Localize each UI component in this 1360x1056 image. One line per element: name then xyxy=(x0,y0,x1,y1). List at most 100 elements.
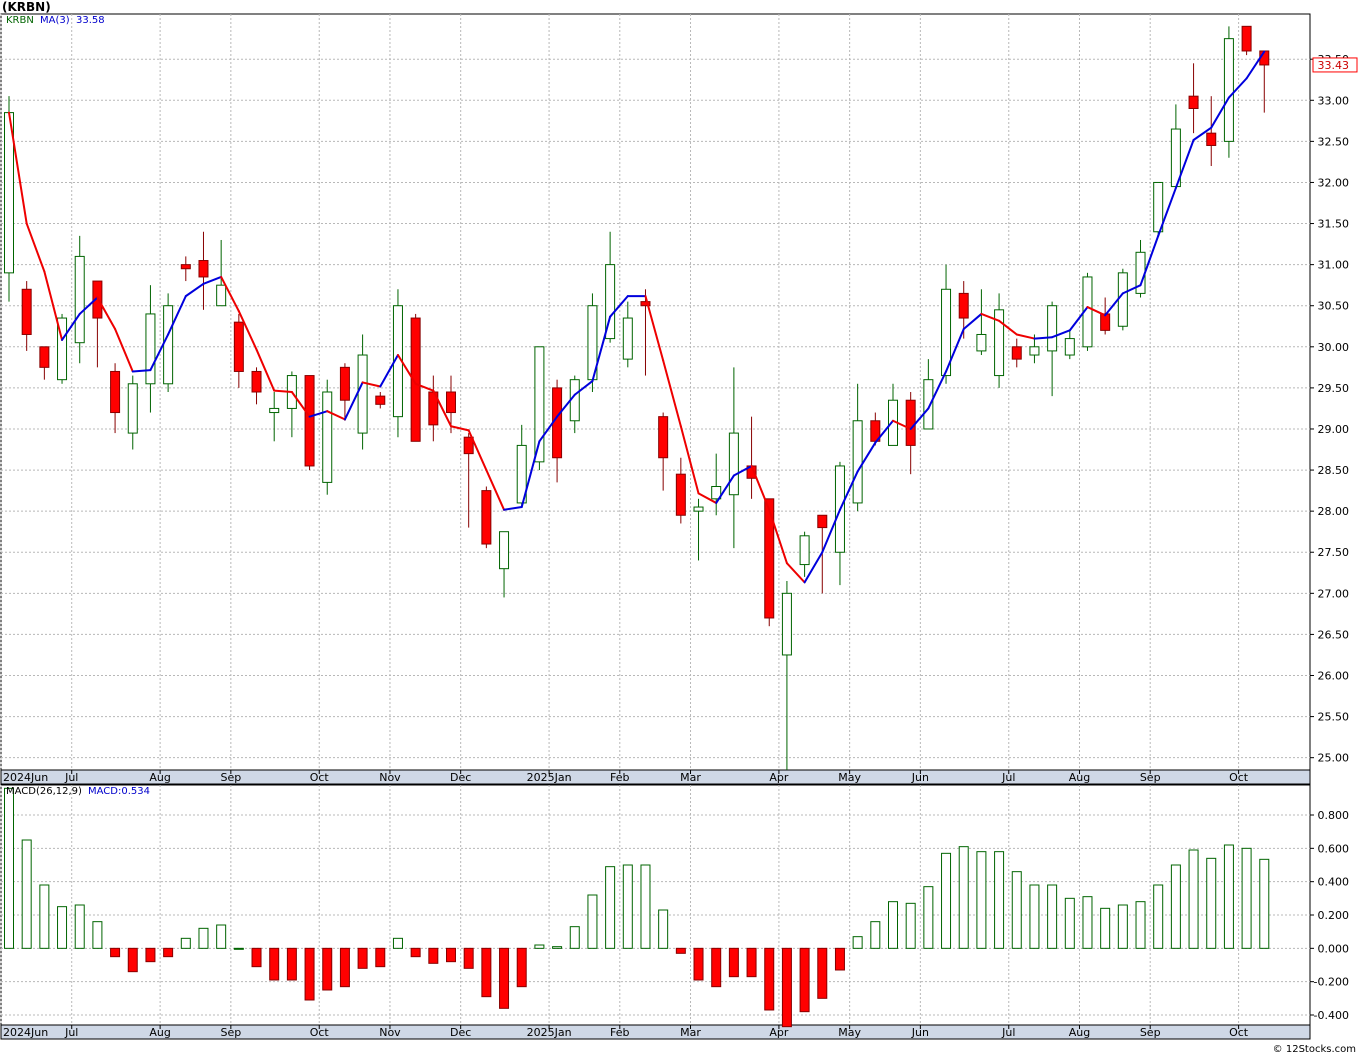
price-y-tick-label: 26.50 xyxy=(1318,628,1350,641)
ma-segment xyxy=(1157,186,1177,237)
macd-x-tick-label: Nov xyxy=(379,1026,401,1039)
candle-body xyxy=(711,486,722,500)
symbol-legend: KRBN xyxy=(6,15,34,26)
candle-body xyxy=(1117,272,1128,327)
macd-bar xyxy=(1153,884,1164,949)
macd-panel xyxy=(0,784,1311,1026)
ma-segment xyxy=(114,328,134,373)
macd-x-tick-label: Dec xyxy=(450,1026,471,1039)
price-panel xyxy=(0,13,1311,771)
ma-segment xyxy=(450,425,470,432)
candle-body xyxy=(92,280,103,319)
candle-body xyxy=(1047,305,1058,352)
ma-segment xyxy=(1033,336,1054,340)
macd-bar xyxy=(923,886,934,949)
candle-body xyxy=(534,346,545,463)
macd-bar xyxy=(410,947,421,958)
macd-bar xyxy=(605,866,616,949)
ma-segment xyxy=(1227,77,1248,99)
ma-legend: MA(3) 33.58 xyxy=(40,15,105,26)
candle-body xyxy=(728,432,739,496)
candle-body xyxy=(905,399,916,446)
ma-segment xyxy=(184,282,205,298)
price-x-tick-label: Jul xyxy=(1001,771,1015,784)
macd-bar xyxy=(658,909,669,949)
ma-segment xyxy=(503,506,523,511)
price-x-tick-label: Aug xyxy=(149,771,170,784)
ma-segment xyxy=(874,419,894,444)
candle-body xyxy=(216,284,227,307)
candle-body xyxy=(781,592,792,656)
macd-bar xyxy=(1206,857,1217,949)
macd-bar xyxy=(1029,884,1040,949)
macd-bar xyxy=(587,894,598,949)
watermark: © 12Stocks.com xyxy=(1272,1044,1356,1055)
ma-segment xyxy=(662,359,682,428)
ma-segment xyxy=(856,441,877,473)
macd-x-tick-label: May xyxy=(838,1026,861,1039)
macd-bar xyxy=(216,924,227,949)
macd-bar xyxy=(1223,844,1234,949)
candle-body xyxy=(1011,346,1022,360)
candle-body xyxy=(1206,132,1217,146)
candle-body xyxy=(958,292,969,319)
ma-segment xyxy=(591,315,612,383)
candle-body xyxy=(622,317,633,360)
candle-body xyxy=(463,436,474,455)
macd-legend-value: MACD:0.534 xyxy=(88,786,150,797)
ma-segment xyxy=(768,508,788,565)
price-x-tick-label: Mar xyxy=(680,771,701,784)
last-price-marker xyxy=(1312,57,1358,73)
price-x-tick-label: Oct xyxy=(310,771,330,784)
candle-body xyxy=(640,301,651,307)
ma-segment xyxy=(1015,333,1036,340)
price-y-tick-label: 31.00 xyxy=(1318,259,1350,272)
ma-segment xyxy=(8,111,28,225)
macd-bar xyxy=(781,947,792,1028)
price-y-tick-label: 25.00 xyxy=(1318,752,1350,765)
candle-body xyxy=(1241,25,1252,52)
price-x-tick-label: Sep xyxy=(220,771,241,784)
candle-body xyxy=(163,305,174,385)
macd-bar xyxy=(481,947,492,998)
candle-body xyxy=(658,416,669,459)
price-y-tick-label: 32.00 xyxy=(1318,176,1350,189)
macd-bar xyxy=(941,852,952,949)
candle-body xyxy=(941,288,952,377)
ma-segment xyxy=(892,419,912,430)
ma-segment xyxy=(609,295,629,318)
candle-body xyxy=(1029,346,1040,356)
ma-segment xyxy=(432,389,452,428)
candle-body xyxy=(357,354,368,434)
macd-x-tick-label: Jul xyxy=(64,1026,78,1039)
price-y-tick-label: 25.50 xyxy=(1318,711,1350,724)
macd-bar xyxy=(1100,907,1111,949)
macd-x-tick-label: Aug xyxy=(1069,1026,1090,1039)
ma-segment xyxy=(467,429,488,472)
ma-segment xyxy=(485,469,506,511)
ma-segment xyxy=(679,425,700,495)
ma-segment xyxy=(1139,234,1160,287)
macd-bar xyxy=(516,947,527,988)
ma-segment xyxy=(1104,292,1124,317)
macd-x-tick-label: Jun xyxy=(911,1026,929,1039)
macd-bar xyxy=(799,947,810,1013)
macd-bar xyxy=(339,947,350,988)
price-y-tick-label: 33.00 xyxy=(1318,94,1350,107)
macd-bar xyxy=(852,936,863,949)
ma-segment xyxy=(61,312,81,341)
ma-segment xyxy=(220,275,240,313)
candle-body xyxy=(198,260,209,278)
macd-x-tick-label: Sep xyxy=(220,1026,241,1039)
candle-body xyxy=(21,288,32,335)
candle-body xyxy=(410,317,421,442)
price-x-axis-band xyxy=(0,769,1311,785)
macd-bar xyxy=(905,902,916,949)
price-x-tick-label: 2024Jun xyxy=(3,771,48,784)
macd-bar xyxy=(534,944,545,949)
price-y-tick-label: 31.50 xyxy=(1318,218,1350,231)
macd-bar xyxy=(1047,884,1058,949)
ma-segment xyxy=(1174,139,1195,189)
macd-bar xyxy=(870,921,881,949)
